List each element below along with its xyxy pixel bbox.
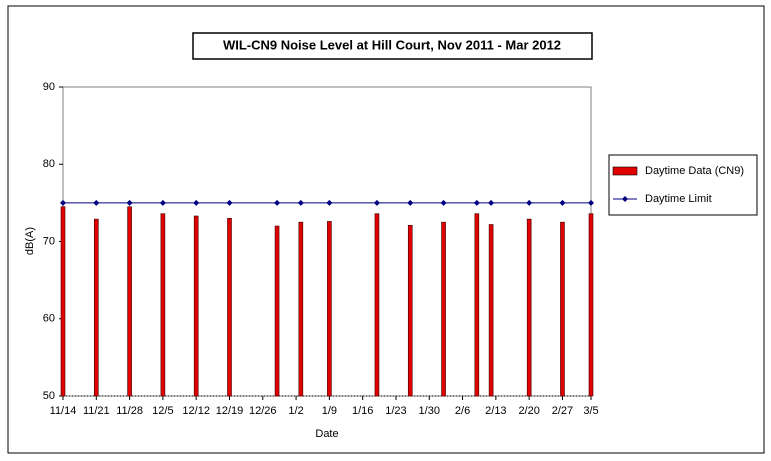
line-marker: [526, 199, 533, 206]
line-marker: [373, 199, 380, 206]
chart-border: [7, 5, 765, 454]
x-tick-label: 12/12: [182, 405, 210, 417]
x-tick-label: 2/27: [552, 405, 573, 417]
x-tick-label: 2/20: [518, 405, 539, 417]
y-tick-label: 70: [43, 235, 55, 247]
x-axis-label: Date: [315, 428, 338, 440]
line-marker: [440, 199, 447, 206]
bar: [526, 218, 532, 397]
x-tick-label: 3/5: [583, 405, 598, 417]
x-tick-label: 1/16: [352, 405, 373, 417]
line-marker: [93, 199, 100, 206]
y-tick-label: 60: [43, 313, 55, 325]
chart-title: WIL-CN9 Noise Level at Hill Court, Nov 2…: [223, 37, 561, 52]
legend-swatch: [612, 166, 638, 176]
line-marker: [559, 199, 566, 206]
bar: [274, 225, 280, 397]
title-box: [192, 32, 593, 60]
x-tick-label: 11/28: [116, 405, 143, 417]
bar: [93, 218, 99, 397]
y-tick-label: 50: [43, 390, 55, 402]
line-marker: [297, 199, 304, 206]
bar: [227, 218, 232, 397]
line-marker: [473, 199, 480, 206]
x-tick-label: 1/9: [322, 405, 337, 417]
line-marker: [60, 199, 66, 206]
x-tick-label: 1/30: [419, 405, 440, 417]
line-marker: [326, 199, 333, 206]
bar: [298, 221, 304, 397]
x-tick-label: 11/21: [83, 405, 110, 417]
line-marker: [193, 199, 200, 206]
line-marker: [488, 199, 495, 206]
bar: [407, 224, 413, 397]
x-tick-label: 1/2: [288, 405, 303, 417]
line-marker: [407, 199, 414, 206]
bar: [474, 213, 480, 397]
y-tick-label: 80: [43, 158, 55, 170]
y-axis-label: dB(A): [24, 227, 36, 255]
line-marker: [226, 199, 233, 206]
x-tick-label: 12/19: [216, 405, 244, 417]
line-marker: [588, 199, 594, 206]
x-tick-label: 2/13: [485, 405, 506, 417]
x-tick-label: 11/14: [50, 405, 77, 417]
bar: [160, 213, 166, 397]
bar: [60, 206, 66, 397]
legend-box: [608, 154, 758, 216]
bar: [327, 221, 332, 397]
x-tick-label: 1/23: [385, 405, 406, 417]
line-marker: [274, 199, 281, 206]
line-marker: [126, 199, 133, 206]
x-tick-label: 2/6: [455, 405, 470, 417]
bar: [560, 221, 565, 397]
x-tick-label: 12/5: [152, 405, 173, 417]
x-tick-label: 12/26: [249, 405, 277, 417]
legend-label: Daytime Data (CN9): [645, 165, 744, 177]
bar: [441, 221, 446, 397]
bar: [193, 215, 199, 397]
legend-label: Daytime Limit: [645, 193, 712, 205]
bar: [374, 213, 380, 397]
bar: [488, 224, 494, 397]
bar: [588, 213, 594, 397]
legend-marker: [622, 196, 628, 202]
line-marker: [159, 199, 166, 206]
bar: [127, 206, 132, 397]
y-tick-label: 90: [43, 81, 55, 93]
